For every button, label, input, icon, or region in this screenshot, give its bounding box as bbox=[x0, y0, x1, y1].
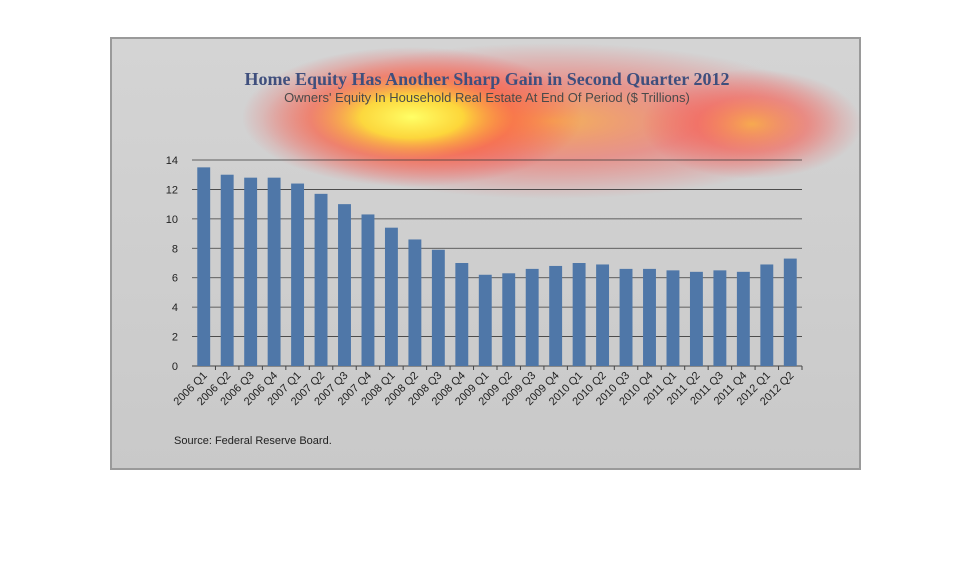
bar bbox=[408, 239, 422, 366]
bar bbox=[431, 249, 445, 366]
bar bbox=[572, 263, 586, 366]
chart-title: Home Equity Has Another Sharp Gain in Se… bbox=[245, 69, 730, 89]
y-tick-label: 6 bbox=[172, 273, 178, 285]
bar bbox=[760, 264, 774, 366]
bar bbox=[478, 274, 492, 366]
bar bbox=[736, 271, 750, 366]
bar bbox=[783, 258, 797, 366]
bar bbox=[502, 273, 516, 366]
y-axis-tick-labels: 0 2 4 6 8 10 12 14 bbox=[166, 155, 178, 373]
bar bbox=[361, 214, 375, 366]
bar bbox=[549, 265, 563, 366]
bar bbox=[244, 177, 258, 366]
bar bbox=[314, 193, 328, 366]
bar bbox=[619, 268, 633, 366]
y-tick-label: 4 bbox=[172, 302, 178, 314]
bars bbox=[197, 167, 803, 370]
y-tick-label: 8 bbox=[172, 243, 178, 255]
bar bbox=[338, 204, 351, 366]
y-tick-label: 0 bbox=[172, 361, 178, 373]
y-tick-label: 12 bbox=[166, 184, 178, 196]
bar bbox=[525, 268, 539, 366]
bar bbox=[197, 167, 211, 366]
y-tick-label: 10 bbox=[166, 214, 178, 226]
bar bbox=[267, 177, 281, 366]
chart-frame: Home Equity Has Another Sharp Gain in Se… bbox=[110, 37, 862, 470]
bar bbox=[596, 264, 610, 366]
source-note: Source: Federal Reserve Board. bbox=[174, 435, 332, 447]
bar bbox=[220, 174, 234, 366]
bar bbox=[291, 183, 305, 366]
chart-subtitle: Owners' Equity In Household Real Estate … bbox=[284, 90, 690, 105]
bar bbox=[666, 270, 680, 366]
y-tick-label: 2 bbox=[172, 332, 178, 344]
bar-chart: Home Equity Has Another Sharp Gain in Se… bbox=[166, 43, 862, 447]
bar bbox=[689, 271, 703, 366]
bar bbox=[384, 227, 398, 366]
attention-heatmap-overlay bbox=[242, 43, 862, 199]
bar bbox=[643, 268, 656, 366]
y-tick-label: 14 bbox=[166, 155, 178, 167]
bar bbox=[455, 263, 469, 366]
bar bbox=[713, 270, 727, 366]
